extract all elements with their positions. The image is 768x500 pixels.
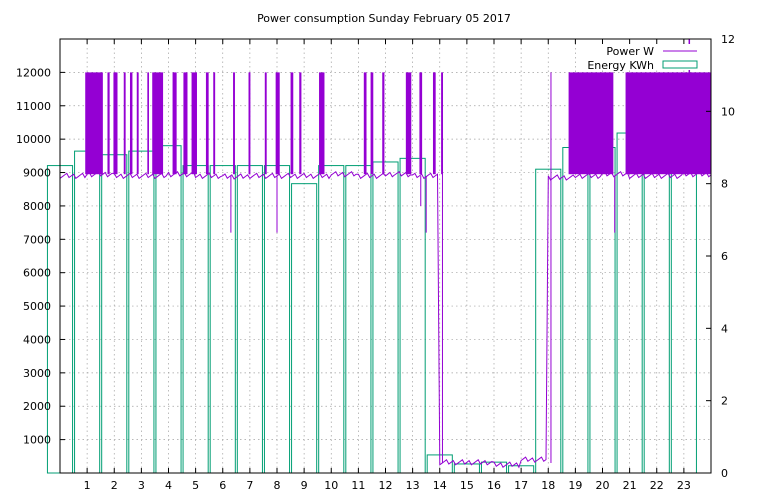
power-spike: [275, 72, 280, 175]
power-spike: [419, 72, 423, 175]
power-spike: [319, 72, 325, 175]
legend: Power W Energy KWh: [576, 44, 704, 72]
power-spike: [136, 72, 139, 175]
power-spike: [113, 72, 118, 175]
power-series: [59, 39, 712, 469]
power-spike: [129, 72, 133, 175]
y2-axis: 0 2 4 6 8 10 12: [706, 33, 735, 480]
x-tick-label: 21: [623, 479, 637, 492]
x-tick-label: 16: [487, 479, 501, 492]
power-spike: [213, 72, 216, 175]
legend-energy-label: Energy KWh: [587, 59, 654, 72]
y-axis: 1000 2000 3000 4000 5000 6000 7000 8000 9000 1000…: [16, 66, 65, 447]
x-tick-label: 10: [324, 479, 338, 492]
power-spike: [85, 72, 103, 175]
x-tick-label: 3: [138, 479, 145, 492]
x-tick-label: 4: [165, 479, 172, 492]
energy-bar: [128, 150, 155, 474]
power-spike: [152, 72, 164, 175]
x-tick-label: 2: [111, 479, 118, 492]
y2-tick-label: 12: [721, 33, 735, 46]
power-spike: [441, 72, 444, 175]
x-tick-label: 8: [274, 479, 281, 492]
x-tick-label: 6: [219, 479, 226, 492]
y-tick-label: 7000: [23, 233, 51, 246]
y2-tick-label: 2: [721, 395, 728, 408]
x-axis: 1 2 3 4 5 6 7 8 9 10 11 12 13 14 15 16 17 18 19 20 21 22 23: [84, 39, 691, 492]
y2-tick-label: 4: [721, 322, 728, 335]
y-tick-label: 1000: [23, 434, 51, 447]
y-tick-label: 5000: [23, 300, 51, 313]
x-tick-label: 19: [568, 479, 582, 492]
y2-tick-label: 10: [721, 105, 735, 118]
x-tick-label: 12: [379, 479, 393, 492]
y-tick-label: 8000: [23, 200, 51, 213]
energy-bar: [74, 150, 101, 474]
x-tick-label: 5: [192, 479, 199, 492]
x-tick-label: 14: [433, 479, 447, 492]
y2-tick-label: 0: [721, 467, 728, 480]
power-spike: [191, 72, 197, 175]
x-tick-label: 11: [351, 479, 365, 492]
y-tick-label: 3000: [23, 367, 51, 380]
legend-background: [576, 44, 704, 70]
x-tick-label: 1: [84, 479, 91, 492]
power-spike: [299, 72, 302, 175]
x-tick-label: 9: [301, 479, 308, 492]
y-tick-label: 11000: [16, 100, 51, 113]
energy-bar: [643, 125, 670, 474]
y-tick-label: 4000: [23, 333, 51, 346]
x-tick-label: 7: [246, 479, 253, 492]
y-tick-label: 9000: [23, 167, 51, 180]
power-spike: [405, 72, 412, 175]
x-tick-label: 23: [677, 479, 691, 492]
power-spike: [147, 72, 149, 175]
y-tick-label: 10000: [16, 133, 51, 146]
power-spike: [432, 72, 436, 175]
power-spike: [107, 72, 110, 175]
x-tick-label: 20: [596, 479, 610, 492]
power-spike: [264, 72, 267, 175]
y2-tick-label: 6: [721, 250, 728, 263]
legend-power-label: Power W: [606, 45, 654, 58]
power-spike: [568, 72, 614, 175]
y-tick-label: 2000: [23, 400, 51, 413]
power-spike: [370, 72, 374, 175]
power-spike: [233, 72, 235, 175]
x-tick-label: 18: [541, 479, 555, 492]
power-spike: [248, 72, 251, 175]
legend-energy-swatch: [662, 60, 698, 69]
x-tick-label: 15: [460, 479, 474, 492]
power-spike: [123, 72, 126, 175]
power-line: [59, 170, 712, 469]
power-spike: [363, 72, 367, 175]
chart-title: Power consumption Sunday February 05 201…: [257, 12, 511, 25]
x-tick-label: 13: [406, 479, 420, 492]
power-spike: [625, 72, 711, 175]
x-tick-label: 17: [514, 479, 528, 492]
y-tick-label: 6000: [23, 267, 51, 280]
y2-tick-label: 8: [721, 178, 728, 191]
x-tick-label: 22: [650, 479, 664, 492]
power-spike: [382, 72, 385, 175]
power-spike: [183, 72, 188, 175]
y-tick-label: 12000: [16, 66, 51, 79]
power-spike: [290, 72, 294, 175]
power-spike: [172, 72, 177, 175]
power-spike: [205, 72, 209, 175]
